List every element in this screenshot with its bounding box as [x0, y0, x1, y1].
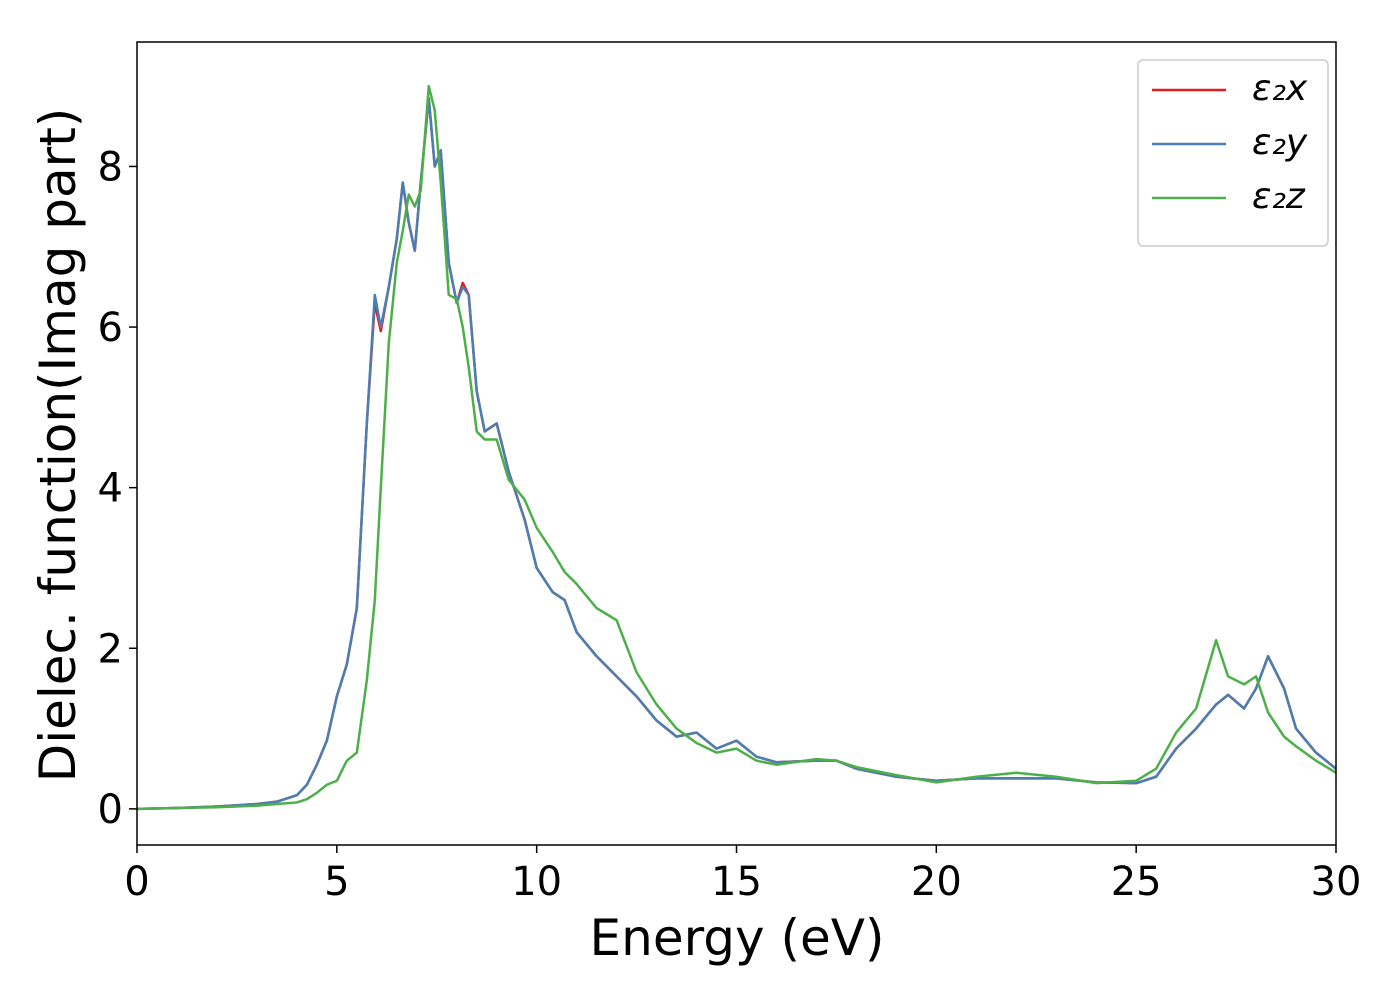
series-line: [137, 96, 1336, 811]
x-tick-label: 0: [124, 859, 149, 905]
y-tick-label: 2: [98, 626, 123, 672]
x-tick-label: 10: [511, 859, 562, 905]
x-tick-label: 25: [1111, 859, 1162, 905]
x-tick-label: 30: [1311, 859, 1362, 905]
legend-label: ε₂z: [1252, 176, 1306, 217]
x-tick-label: 15: [711, 859, 762, 905]
y-tick-label: 8: [98, 144, 123, 190]
legend-label: ε₂y: [1252, 122, 1308, 163]
y-tick-label: 0: [98, 787, 123, 833]
y-axis-label: Dielec. function(Imag part): [29, 108, 87, 783]
y-tick-label: 4: [98, 466, 123, 512]
legend-label: ε₂x: [1252, 68, 1308, 109]
x-axis-label: Energy (eV): [590, 909, 885, 967]
x-tick-label: 5: [324, 859, 349, 905]
y-tick-label: 6: [98, 305, 123, 351]
series-line: [137, 84, 1336, 811]
x-tick-label: 20: [911, 859, 962, 905]
plot-frame: [136, 41, 1337, 846]
legend-box: [1137, 59, 1329, 247]
